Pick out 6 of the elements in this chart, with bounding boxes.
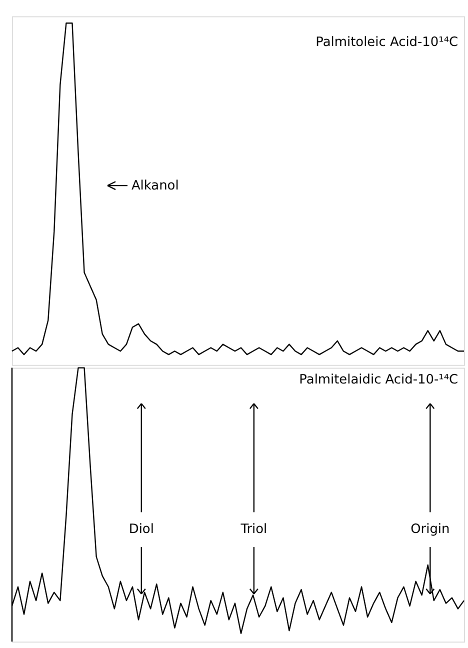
annotation: Diol (128, 522, 154, 538)
annotation: Palmitelaidic Acid-10-¹⁴C (299, 372, 458, 388)
annotation: Origin (410, 522, 450, 538)
annotation: Palmitoleic Acid-10¹⁴C (316, 35, 458, 50)
annotation: Triol (240, 522, 268, 538)
annotation: Alkanol (131, 178, 179, 194)
